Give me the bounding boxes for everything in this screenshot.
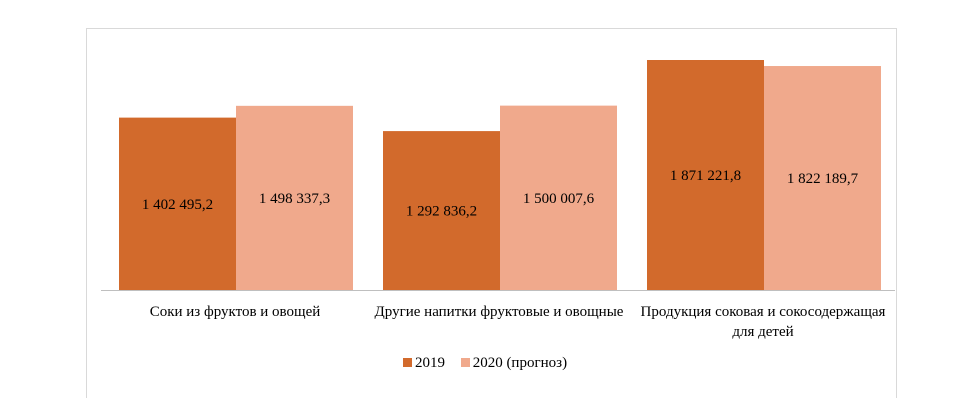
category-label-other-drinks: Другие напитки фруктовые и овощные xyxy=(374,304,624,320)
data-label-2020-forecast-kids-products: 1 822 189,7 xyxy=(787,171,859,187)
legend-swatch-2020-forecast xyxy=(460,358,470,367)
bar-2020-forecast-juices xyxy=(236,105,353,290)
data-label-2019-juices: 1 402 495,2 xyxy=(142,197,213,213)
legend-item-2019: 2019 xyxy=(402,355,445,372)
legend-label-2019: 2019 xyxy=(414,355,445,371)
bar-2019-other-drinks xyxy=(383,131,500,290)
bar-2020-forecast-kids-products xyxy=(764,66,881,290)
data-label-2019-kids-products: 1 871 221,8 xyxy=(670,168,741,184)
data-label-2020-forecast-other-drinks: 1 500 007,6 xyxy=(523,191,595,207)
chart-legend: 2019 2020 (прогноз) xyxy=(0,355,970,372)
bar-2019-juices xyxy=(119,117,236,290)
data-label-2019-other-drinks: 1 292 836,2 xyxy=(406,204,477,220)
category-label-kids-products: Продукция соковая и сокосодержащая для д… xyxy=(640,304,886,340)
legend-swatch-2019 xyxy=(402,358,412,367)
bar-2019-kids-products xyxy=(647,60,764,290)
legend-label-2020-forecast: 2020 (прогноз) xyxy=(472,355,568,371)
bar-2020-forecast-other-drinks xyxy=(500,105,617,290)
category-label-juices: Соки из фруктов и овощей xyxy=(149,304,321,320)
legend-item-2020-forecast: 2020 (прогноз) xyxy=(460,355,568,372)
data-label-2020-forecast-juices: 1 498 337,3 xyxy=(259,191,330,207)
